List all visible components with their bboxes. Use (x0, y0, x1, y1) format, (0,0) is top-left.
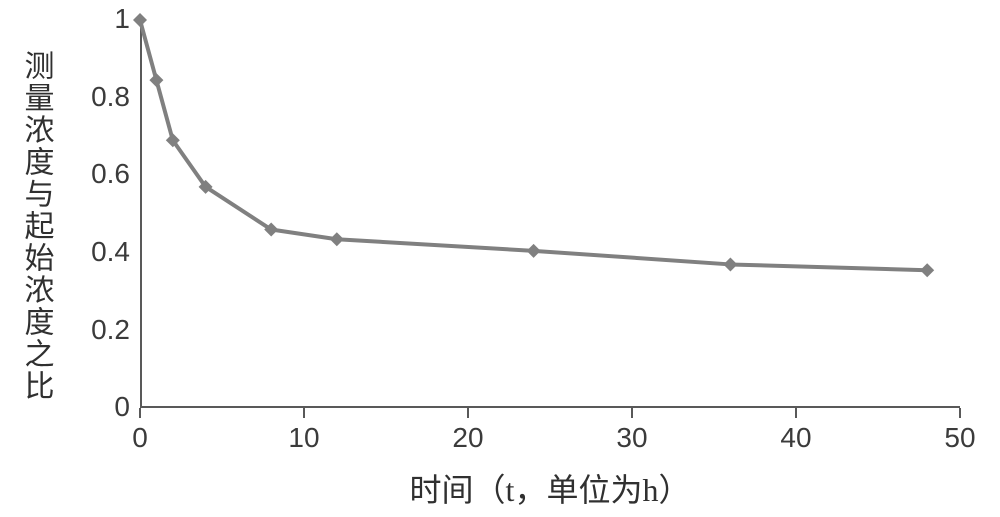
series-line (140, 20, 927, 270)
y-tick-label: 0.6 (91, 158, 130, 190)
x-tick-label: 50 (944, 422, 975, 454)
y-tick-label: 0.2 (91, 314, 130, 346)
x-tick-label: 10 (288, 422, 319, 454)
chart-container: 测量浓度与起始浓度之比 时间（t，单位为h） 00.20.40.60.81010… (0, 0, 1000, 517)
y-tick-label: 0 (114, 391, 130, 423)
series-marker (527, 244, 541, 258)
x-tick-label: 0 (132, 422, 148, 454)
y-tick-label: 0.8 (91, 81, 130, 113)
x-tick-mark (303, 408, 305, 418)
series-marker (149, 73, 163, 87)
y-tick-label: 0.4 (91, 236, 130, 268)
x-tick-mark (795, 408, 797, 418)
x-tick-mark (959, 408, 961, 418)
series-marker (920, 263, 934, 277)
series-marker (330, 232, 344, 246)
x-tick-label: 40 (780, 422, 811, 454)
series-marker (723, 257, 737, 271)
x-tick-label: 30 (616, 422, 647, 454)
series-marker (133, 13, 147, 27)
x-tick-label: 20 (452, 422, 483, 454)
x-tick-mark (139, 408, 141, 418)
x-tick-mark (631, 408, 633, 418)
y-tick-label: 1 (114, 3, 130, 35)
x-tick-mark (467, 408, 469, 418)
chart-svg (0, 0, 1000, 517)
